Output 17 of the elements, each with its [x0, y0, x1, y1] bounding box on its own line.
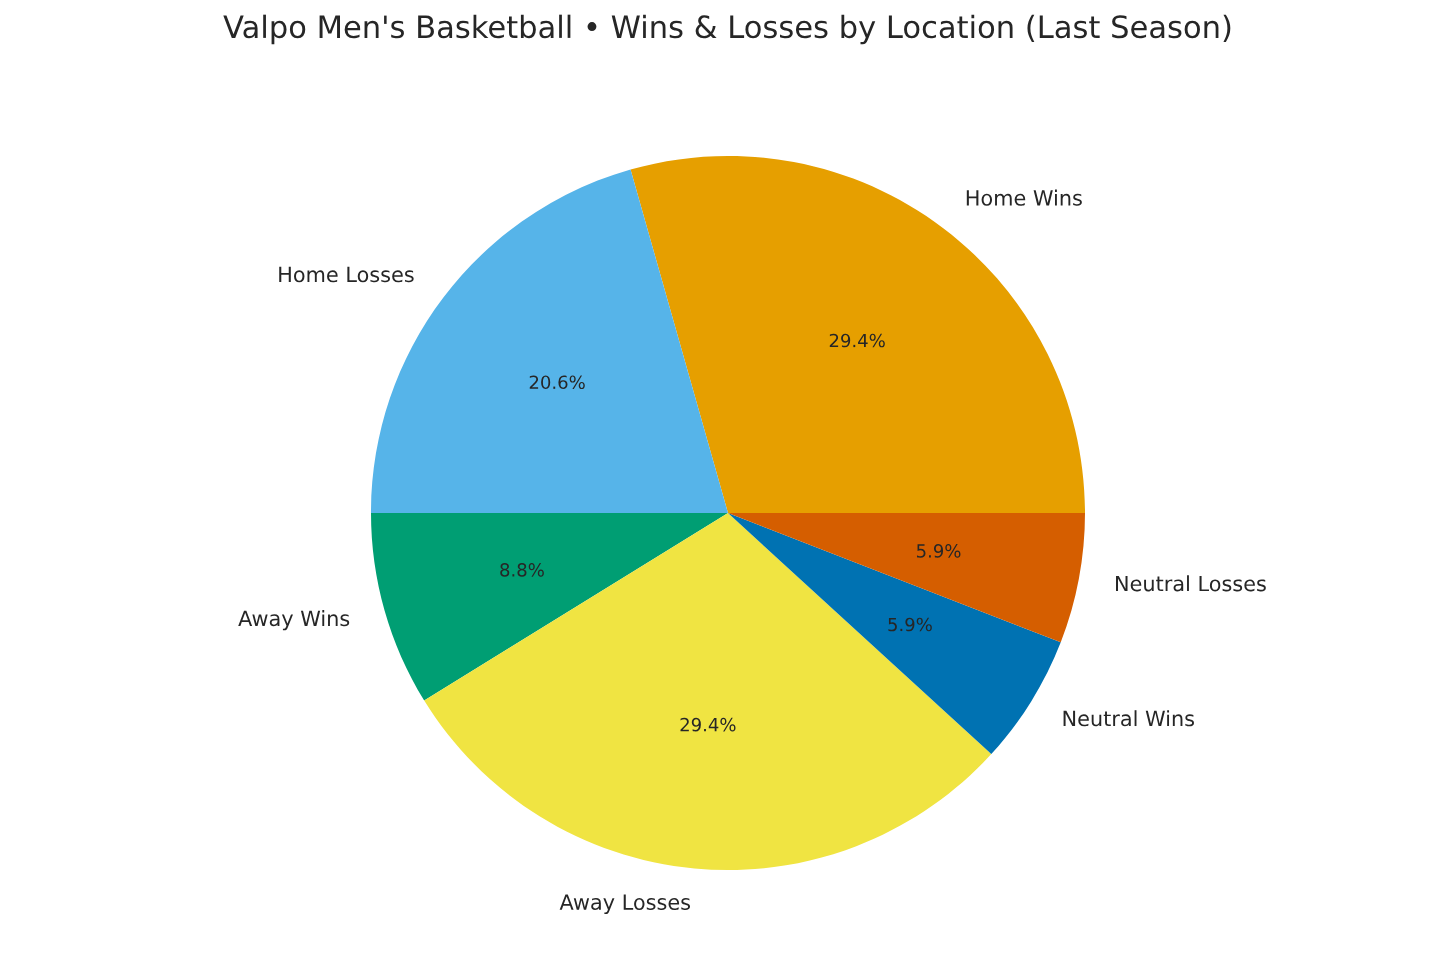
pie-slice — [728, 513, 1085, 643]
slice-label: Away Wins — [238, 610, 350, 631]
pie-slice — [424, 513, 992, 870]
slice-label: Neutral Wins — [1063, 710, 1195, 727]
data-label: 20.6% — [529, 375, 585, 390]
slice-label: Away Losses — [559, 894, 691, 915]
slice-label: Home Wins — [966, 189, 1082, 206]
data-label: 5.9% — [888, 617, 932, 632]
slice-label: Home Losses — [279, 266, 414, 283]
data-label: 29.4% — [829, 333, 885, 348]
chart-title: Valpo Men's Basketball • Wins & Losses by Location (Last Season) — [223, 14, 1231, 45]
pie-slice — [630, 156, 1085, 513]
slice-label: Neutral Losses — [1116, 575, 1266, 592]
data-label: 5.9% — [916, 544, 961, 558]
pie-slice — [371, 513, 728, 701]
data-label: 29.4% — [680, 717, 736, 732]
data-label: 8.8% — [500, 563, 544, 577]
